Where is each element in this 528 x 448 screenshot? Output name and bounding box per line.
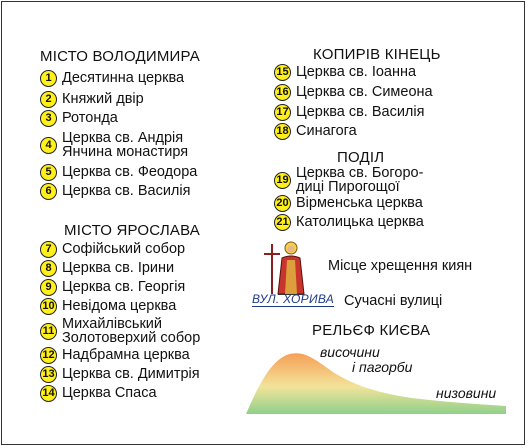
legend-item-label: Десятинна церква bbox=[62, 70, 185, 86]
legend-item-4: 4 Церква св. Андрія Янчина монастиря bbox=[40, 131, 188, 159]
number-badge: 17 bbox=[274, 104, 291, 121]
number-badge: 8 bbox=[40, 260, 57, 277]
legend-item-label-line1: Церква св. Андрія bbox=[62, 130, 184, 146]
legend-item-9: 9 Церква св. Георгія bbox=[40, 279, 185, 296]
legend-item-label: Церква св. Симеона bbox=[296, 84, 433, 100]
number-badge: 4 bbox=[40, 136, 57, 154]
legend-item-2: 2 Княжий двір bbox=[40, 91, 144, 108]
legend-item-20: 20 Вірменська церква bbox=[274, 195, 423, 212]
legend-item-label: Церква св. Василія bbox=[62, 183, 191, 199]
legend-item-label-line1: Михайлівський bbox=[62, 316, 162, 332]
legend-item-label: Церква св. Богоро- диці Пирогощої bbox=[296, 165, 424, 195]
number-badge: 21 bbox=[274, 214, 291, 231]
legend-item-6: 6 Церква св. Василія bbox=[40, 183, 190, 200]
legend-item-label: Ротонда bbox=[62, 110, 118, 126]
legend-item-label: Синагога bbox=[296, 123, 357, 139]
number-badge: 18 bbox=[274, 123, 291, 140]
legend-item-label: Церква св. Андрія Янчина монастиря bbox=[62, 130, 189, 160]
legend-item-label: Михайлівський Золотоверхий собор bbox=[62, 316, 201, 346]
legend-item-17: 17 Церква св. Василія bbox=[274, 104, 424, 121]
legend-item-label-line2: диці Пирогощої bbox=[296, 179, 400, 195]
legend-item-label: Церква св. Феодора bbox=[62, 164, 198, 180]
legend-item-label: Церква св. Димитрія bbox=[62, 366, 200, 382]
heading-volodymyr: МІСТО ВОЛОДИМИРА bbox=[40, 48, 200, 65]
number-badge: 15 bbox=[274, 64, 291, 81]
legend-item-label: Церква Спаса bbox=[62, 385, 157, 401]
heading-kopyriv: КОПИРІВ КІНЕЦЬ bbox=[313, 46, 441, 63]
legend-item-19: 19 Церква св. Богоро- диці Пирогощої bbox=[274, 166, 423, 194]
number-badge: 19 bbox=[274, 171, 291, 189]
legend-item-14: 14 Церква Спаса bbox=[40, 385, 157, 402]
legend-item-3: 3 Ротонда bbox=[40, 110, 118, 127]
number-badge: 2 bbox=[40, 91, 57, 108]
relief-lowlands: низовини bbox=[436, 385, 497, 401]
legend-item-label: Княжий двір bbox=[62, 91, 144, 107]
legend-item-label: Софійський собор bbox=[62, 241, 186, 257]
legend-item-1: 1 Десятинна церква bbox=[40, 70, 184, 87]
legend-item-12: 12 Надбрамна церква bbox=[40, 347, 190, 364]
legend-item-label: Церква св. Ірини bbox=[62, 260, 175, 276]
number-badge: 13 bbox=[40, 366, 57, 383]
legend-item-15: 15 Церква св. Іоанна bbox=[274, 64, 416, 81]
baptism-icon bbox=[264, 241, 305, 295]
legend-item-label-line1: Церква св. Богоро- bbox=[296, 165, 424, 181]
heading-podil: ПОДІЛ bbox=[337, 149, 385, 166]
legend-item-16: 16 Церква св. Симеона bbox=[274, 84, 433, 101]
legend-item-label: Вірменська церква bbox=[296, 195, 423, 211]
legend-item-7: 7 Софійський собор bbox=[40, 241, 185, 258]
street-sample: ВУЛ. ХОРИВА bbox=[252, 292, 335, 307]
relief-highlands-line2: і пагорби bbox=[352, 359, 413, 375]
number-badge: 7 bbox=[40, 241, 57, 258]
legend-item-11: 11 Михайлівський Золотоверхий собор bbox=[40, 317, 200, 345]
number-badge: 3 bbox=[40, 110, 57, 127]
legend-item-label: Надбрамна церква bbox=[62, 347, 190, 363]
legend-item-label-line2: Золотоверхий собор bbox=[62, 330, 201, 346]
number-badge: 5 bbox=[40, 164, 57, 181]
relief-profile bbox=[246, 353, 506, 414]
number-badge: 11 bbox=[40, 322, 57, 340]
heading-relief: РЕЛЬЄФ КИЄВА bbox=[312, 322, 431, 339]
number-badge: 16 bbox=[274, 84, 291, 101]
number-badge: 1 bbox=[40, 70, 57, 87]
legend-item-label: Церква св. Василія bbox=[296, 104, 425, 120]
legend-item-label: Церква св. Іоанна bbox=[296, 64, 417, 80]
streets-label: Сучасні вулиці bbox=[344, 293, 443, 309]
legend-item-label: Католицька церква bbox=[296, 214, 424, 230]
number-badge: 20 bbox=[274, 195, 291, 212]
legend-item-label: Невідома церква bbox=[62, 298, 177, 314]
number-badge: 9 bbox=[40, 279, 57, 296]
legend-item-8: 8 Церква св. Ірини bbox=[40, 260, 174, 277]
legend-item-label: Церква св. Георгія bbox=[62, 279, 186, 295]
number-badge: 6 bbox=[40, 183, 57, 200]
number-badge: 14 bbox=[40, 385, 57, 402]
number-badge: 12 bbox=[40, 347, 57, 364]
baptism-label: Місце хрещення киян bbox=[328, 258, 473, 274]
legend-item-18: 18 Синагога bbox=[274, 123, 357, 140]
number-badge: 10 bbox=[40, 298, 57, 315]
legend-item-21: 21 Католицька церква bbox=[274, 214, 424, 231]
legend-item-13: 13 Церква св. Димитрія bbox=[40, 366, 200, 383]
heading-yaroslav: МІСТО ЯРОСЛАВА bbox=[64, 222, 200, 239]
legend-item-5: 5 Церква св. Феодора bbox=[40, 164, 197, 181]
legend-item-label-line2: Янчина монастиря bbox=[62, 144, 189, 160]
legend-item-10: 10 Невідома церква bbox=[40, 298, 176, 315]
relief-highlands-line1: височини bbox=[320, 344, 380, 360]
